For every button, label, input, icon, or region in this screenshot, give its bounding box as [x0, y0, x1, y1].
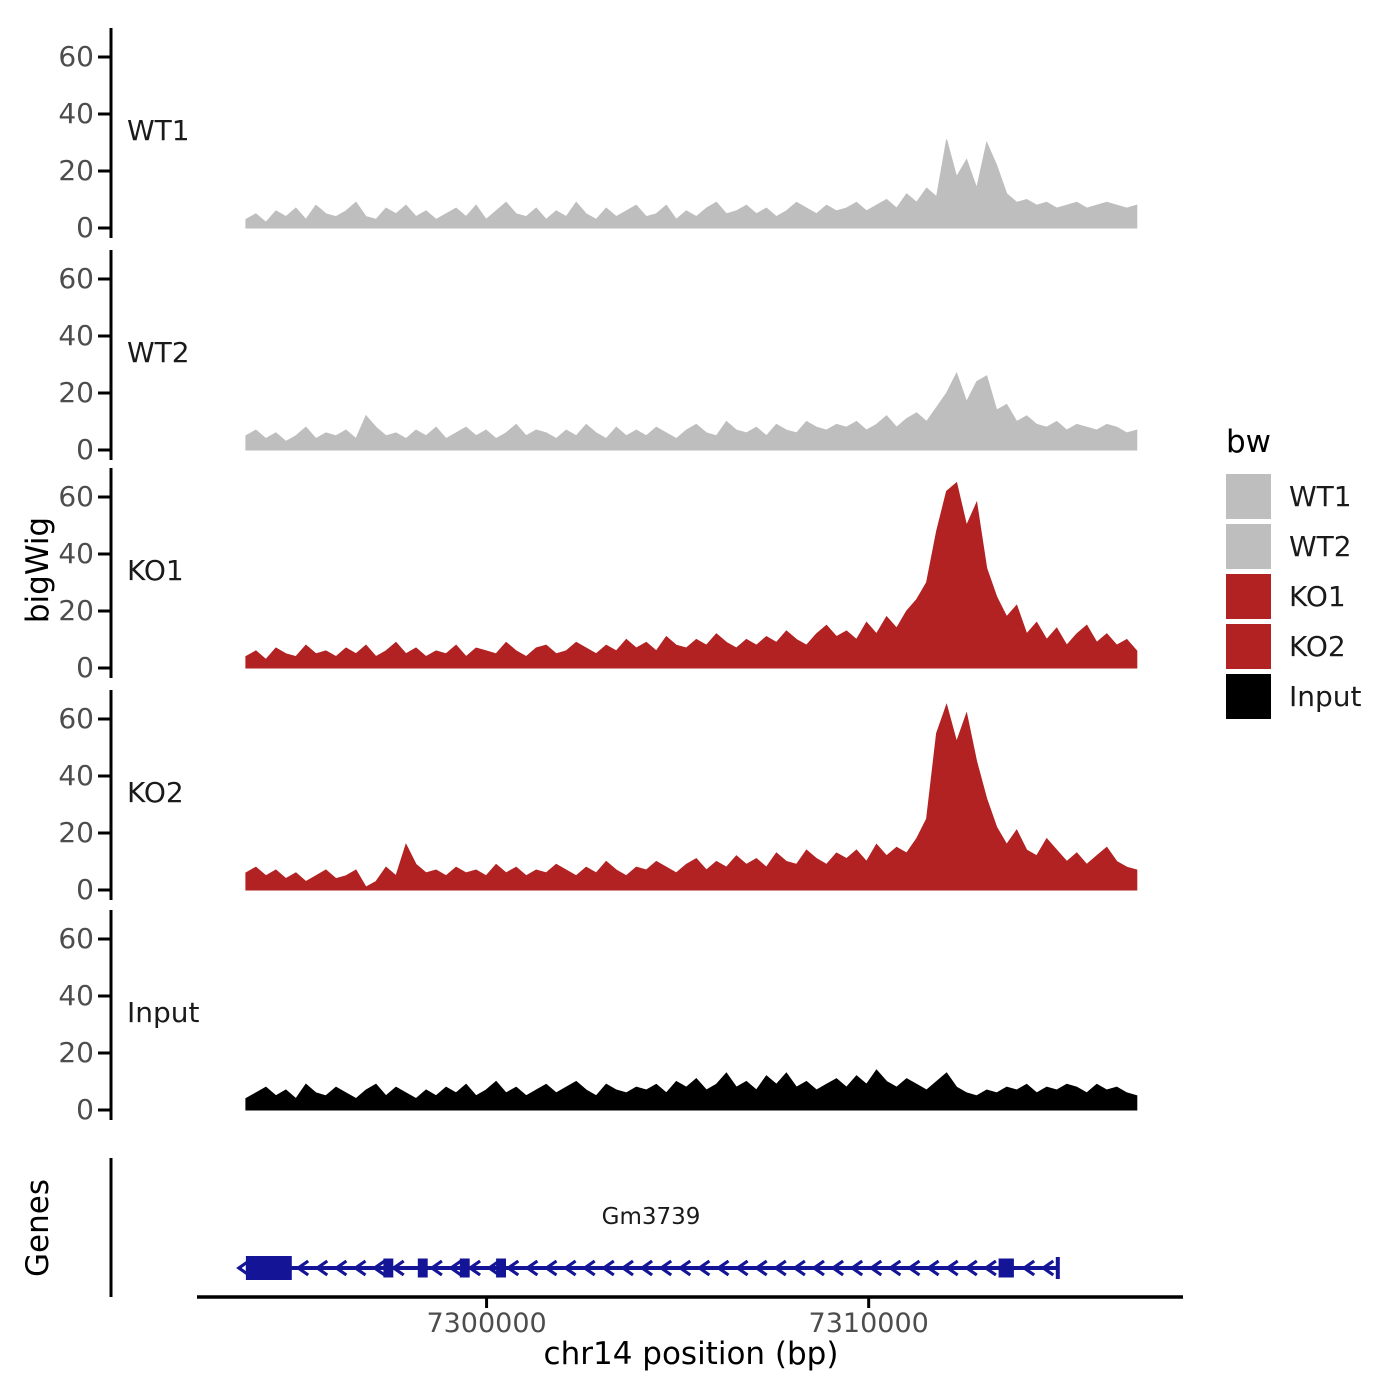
- legend-item: WT1: [1226, 474, 1362, 519]
- coverage-area-wt1: [245, 139, 1138, 229]
- strand-arrow-icon: [543, 1259, 558, 1277]
- legend: bw WT1 WT2 KO1 KO2 Input: [1226, 424, 1362, 724]
- strand-arrow-icon: [505, 1259, 520, 1277]
- strand-arrow-icon: [792, 1259, 806, 1277]
- strand-arrow-icon: [601, 1259, 615, 1277]
- gene-exon: [459, 1258, 470, 1278]
- legend-swatch-wt1: [1226, 474, 1271, 519]
- strand-arrow-icon: [295, 1259, 310, 1277]
- strand-arrow-icon: [333, 1259, 348, 1277]
- coverage-area-input: [245, 1069, 1138, 1111]
- gene-end-bar: [1055, 1257, 1060, 1279]
- legend-swatch-input: [1226, 674, 1271, 719]
- strand-arrow-icon: [429, 1259, 443, 1277]
- strand-arrow-icon: [448, 1259, 462, 1277]
- legend-label-ko1: KO1: [1289, 580, 1346, 613]
- legend-label-ko2: KO2: [1289, 630, 1346, 663]
- gene-exon: [245, 1256, 292, 1280]
- strand-arrow-icon: [734, 1259, 749, 1277]
- strand-arrow-icon: [753, 1259, 768, 1277]
- x-axis-title: chr14 position (bp): [543, 1336, 839, 1372]
- gene-name-label: Gm3739: [601, 1204, 701, 1230]
- legend-item: KO1: [1226, 574, 1362, 619]
- strand-arrow-icon: [314, 1259, 329, 1277]
- y-axis-title-genes: Genes: [20, 1179, 56, 1277]
- legend-item: WT2: [1226, 524, 1362, 569]
- strand-arrow-icon: [1040, 1259, 1055, 1277]
- strand-arrow-icon: [581, 1259, 596, 1277]
- strand-arrow-icon: [620, 1259, 634, 1277]
- legend-title: bw: [1226, 424, 1272, 460]
- legend-label-wt2: WT2: [1289, 530, 1352, 563]
- strand-arrow-icon: [639, 1259, 654, 1277]
- strand-arrow-icon: [524, 1259, 539, 1277]
- y-axis-title-bigwig: bigWig: [20, 516, 56, 624]
- strand-arrow-icon: [467, 1259, 482, 1277]
- strand-arrow-icon: [352, 1259, 367, 1277]
- strand-arrow-icon: [983, 1259, 997, 1277]
- legend-label-input: Input: [1289, 680, 1362, 713]
- strand-arrow-icon: [944, 1259, 959, 1277]
- strand-arrow-icon: [486, 1259, 501, 1277]
- strand-arrow-icon: [236, 1259, 250, 1277]
- strand-arrow-icon: [696, 1259, 711, 1277]
- legend-swatch-ko2: [1226, 624, 1271, 669]
- coverage-area-wt2: [245, 371, 1138, 451]
- legend-item: KO2: [1226, 624, 1362, 669]
- strand-arrow-icon: [677, 1259, 692, 1277]
- strand-arrow-icon: [811, 1259, 825, 1277]
- gene-exon: [496, 1258, 506, 1278]
- strand-arrow-icon: [849, 1259, 864, 1277]
- strand-arrow-icon: [715, 1259, 730, 1277]
- strand-arrow-icon: [868, 1259, 883, 1277]
- strand-arrow-icon: [1021, 1259, 1036, 1277]
- gene-exon: [998, 1258, 1014, 1278]
- strand-arrow-icon: [887, 1259, 902, 1277]
- gene-exon: [417, 1258, 428, 1278]
- coverage-area-ko2: [245, 703, 1138, 891]
- strand-arrow-icon: [773, 1259, 787, 1277]
- legend-label-wt1: WT1: [1289, 480, 1352, 513]
- strand-arrow-icon: [830, 1259, 845, 1277]
- strand-arrow-icon: [371, 1259, 386, 1277]
- strand-arrow-icon: [562, 1259, 577, 1277]
- strand-arrow-icon: [658, 1259, 673, 1277]
- strand-arrow-icon: [390, 1259, 405, 1277]
- legend-swatch-ko1: [1226, 574, 1271, 619]
- strand-arrow-icon: [906, 1259, 921, 1277]
- legend-swatch-wt2: [1226, 524, 1271, 569]
- coverage-area-ko1: [245, 481, 1138, 669]
- strand-arrow-icon: [964, 1259, 978, 1277]
- gene-exon: [383, 1258, 394, 1278]
- strand-arrow-icon: [925, 1259, 940, 1277]
- legend-item: Input: [1226, 674, 1362, 719]
